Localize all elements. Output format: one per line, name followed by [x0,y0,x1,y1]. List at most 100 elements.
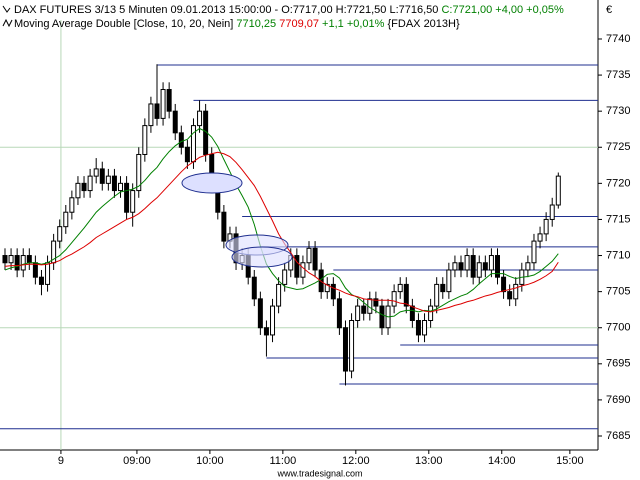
x-tick-label: 09:00 [123,455,151,467]
candle-body [130,190,136,213]
candle-body [458,262,464,271]
candle-body [464,255,470,271]
candle-body [111,175,117,192]
candle-body [294,255,300,278]
candle-body [2,255,8,264]
candle-body [446,269,452,293]
candle-body [537,233,543,242]
indicator-line: Moving Average Double [Close, 10, 20, Ne… [14,18,460,30]
title-change: C:7721,00 +4,00 +0,05% [441,4,564,16]
candle-body [45,262,51,285]
y-tick-label: 7710 [606,249,630,261]
candle-body [81,182,87,192]
symbol: {FDAX 2013H} [388,18,460,30]
y-tick-label: 7720 [606,177,630,189]
candle-body [415,320,421,336]
candle-body [403,283,409,307]
x-tick-label: 9 [58,455,64,467]
y-tick-label: 7730 [606,105,630,117]
candle-body [263,327,269,336]
candle-body [160,89,166,119]
candle-body [154,103,160,119]
candle-body [221,211,227,242]
candle-body [75,182,81,199]
candle-body [513,283,519,300]
candle-body [197,110,203,127]
candle-body [501,276,507,293]
candle-body [555,175,561,206]
x-tick-label: 14:00 [488,455,516,467]
candle-body [57,226,63,242]
candle-body [32,262,38,278]
candle-body [409,305,415,322]
title: DAX FUTURES 3/13 5 Minuten 09.01.2013 15… [14,4,438,16]
candle-body [270,305,276,336]
candle-body [124,182,130,213]
indicator: Moving Average Double [Close, 10, 20, Ne… [14,18,233,30]
candle-body [379,305,385,329]
x-tick-label: 12:00 [342,455,370,467]
candle-body [178,132,184,148]
candle-body [69,197,75,213]
y-tick-label: 7685 [606,430,630,442]
y-tick-label: 7690 [606,394,630,406]
x-tick-label: 15:00 [556,455,584,467]
candle-body [26,255,32,264]
candle-body [440,283,446,293]
candle-body [282,269,288,285]
candle-body [507,291,513,300]
candle-body [428,305,434,322]
candle-body [105,175,111,184]
ellipse-annotation [231,246,293,268]
candle-body [470,255,476,278]
candle-body [531,240,537,264]
candle-body [8,255,14,264]
moving-average-line [4,127,559,318]
candle-body [118,182,124,192]
candle-body [373,298,379,307]
indicator-value: 7710,25 [236,18,276,30]
candle-body [476,262,482,278]
candle-body [63,211,69,228]
candle-body [452,262,458,271]
candle-body [251,276,257,300]
indicator-value: 7709,07 [279,18,319,30]
candle-body [87,175,93,192]
candle-body [422,320,428,336]
footer: www.tradesignal.com [276,468,362,478]
y-tick-label: 7735 [606,69,630,81]
candle-body [361,305,367,314]
candle-body [543,218,549,235]
icon [2,5,11,13]
candle-body [190,125,196,163]
candle-body [14,255,20,271]
candle-body [549,204,555,220]
y-tick-label: 7725 [606,141,630,153]
candle-body [136,153,142,192]
candle-body [184,146,190,163]
candle-body [355,305,361,322]
candle-body [342,327,348,372]
candle-body [494,255,500,278]
indicator-change: +1,1 +0,01% [322,18,385,30]
y-tick-label: 7695 [606,358,630,370]
candle-body [324,283,330,293]
x-tick-label: 11:00 [269,455,296,467]
candle-body [306,247,312,264]
candle-body [148,103,154,127]
candle-body [257,298,263,329]
candle-body [482,262,488,271]
candle-body [312,247,318,271]
candle-body [434,283,440,307]
candle-body [172,110,178,134]
candle-body [488,255,494,271]
candle-body [99,168,105,184]
chart-title: DAX FUTURES 3/13 5 Minuten 09.01.2013 15… [14,4,564,16]
candle-body [93,168,99,177]
candle-body [38,276,44,285]
candle-body [391,291,397,307]
candle-body [166,89,172,112]
candle-body [276,283,282,307]
